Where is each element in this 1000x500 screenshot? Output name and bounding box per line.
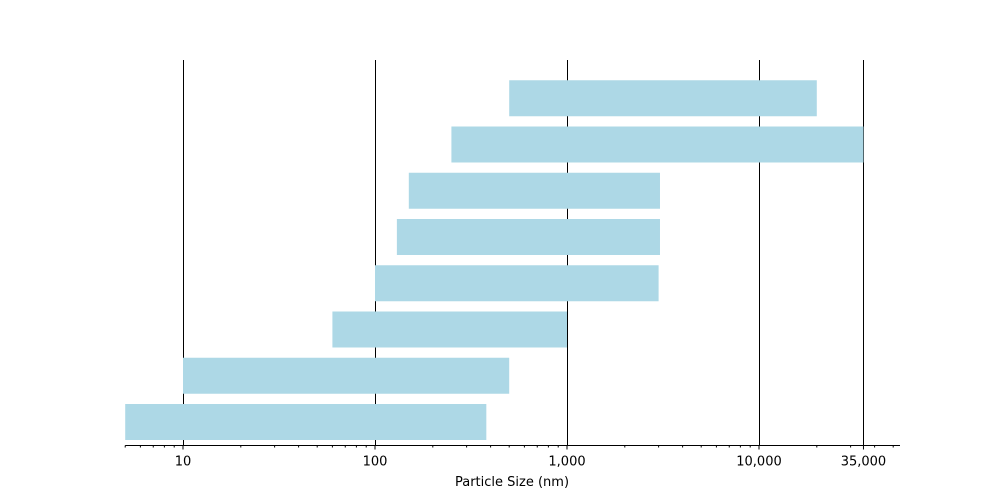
range-bar-6 (451, 126, 864, 163)
tick-label-0: 10 (175, 455, 192, 470)
tick-label-2: 1,000 (548, 455, 585, 470)
range-bar-7 (509, 80, 817, 117)
range-bar-1 (183, 357, 510, 394)
x-ticks: 10 100 1,000 10,000 35,000 (124, 445, 894, 470)
tick-label-3: 10,000 (736, 455, 782, 470)
range-bar-4 (396, 219, 660, 255)
x-axis-label: Particle Size (nm) (455, 475, 569, 490)
range-bar-0 (125, 404, 487, 440)
range-bars (125, 80, 864, 440)
tick-label-1: 100 (363, 455, 388, 470)
tick-label-4: 35,000 (841, 455, 887, 470)
range-bar-5 (408, 172, 660, 209)
x-axis: 10 100 1,000 10,000 35,000 (124, 445, 900, 470)
range-bar-2 (332, 311, 567, 348)
range-bar-3 (375, 265, 659, 302)
